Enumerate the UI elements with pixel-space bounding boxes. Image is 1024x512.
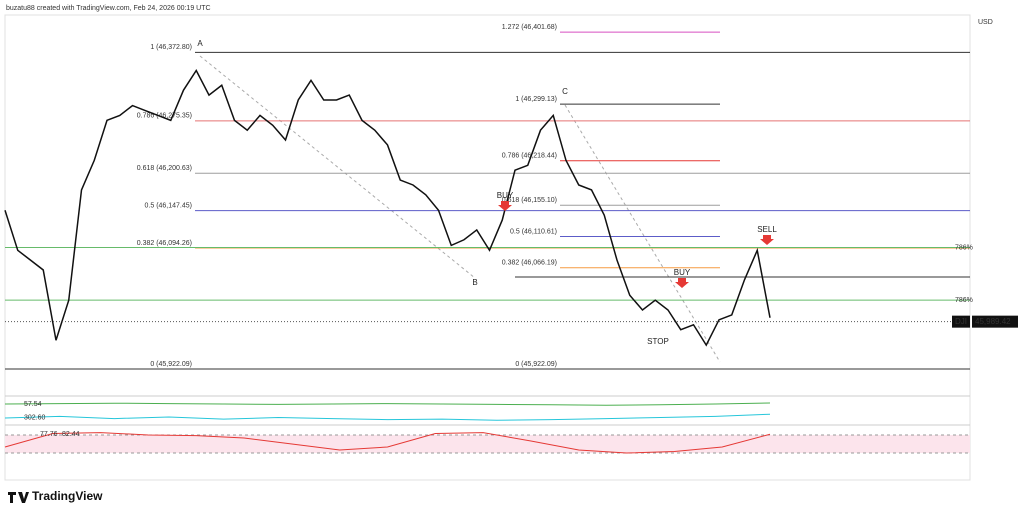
fib-label: 1 (46,372.80) — [150, 44, 192, 51]
signal-arrow — [498, 201, 512, 211]
indicator-value: 302.60 — [24, 414, 46, 421]
fib-label: 0 (45,922.09) — [515, 361, 557, 368]
annotation: BUY — [497, 191, 514, 200]
fib-label: 1.272 (46,401.68) — [502, 24, 557, 31]
fib-label: 0.382 (46,066.19) — [502, 260, 557, 267]
indicator-value: 82.44 — [62, 431, 80, 438]
fib-label: 0.618 (46,200.63) — [137, 165, 192, 172]
symbol: DJI — [955, 317, 967, 326]
currency: USD — [978, 19, 993, 26]
fib-label: 0.382 (46,094.26) — [137, 240, 192, 247]
price-line — [4, 68, 771, 347]
annotation: BUY — [674, 268, 691, 277]
symbol-box — [952, 315, 970, 328]
fib-label: 0 (45,922.09) — [150, 361, 192, 368]
wave-line — [564, 104, 721, 363]
annotation: A — [197, 39, 203, 48]
indicator-line — [4, 402, 771, 406]
logo-icon — [8, 492, 29, 503]
indicator-line — [4, 432, 771, 454]
signal-arrow — [760, 235, 774, 245]
stoch-band — [5, 435, 970, 453]
line-label: 786% — [955, 244, 973, 251]
indicator-value: 57.54 — [24, 401, 42, 408]
signal-arrow — [675, 278, 689, 288]
fib-label: 0.786 (46,218.44) — [502, 153, 557, 160]
wave-line — [199, 55, 476, 279]
fib-label: 0.786 (46,275.35) — [137, 113, 192, 120]
annotation: SELL — [757, 225, 777, 234]
annotation: B — [472, 278, 477, 287]
header: buzatu88 created with TradingView.com, F… — [6, 5, 211, 12]
line-label: 786% — [955, 297, 973, 304]
indicator-line — [4, 413, 771, 421]
price-label: 45,989.42 — [975, 317, 1011, 326]
fib-label: 0.5 (46,110.61) — [510, 228, 557, 235]
footer-logo: TradingView — [32, 489, 103, 503]
fib-label: 0.5 (46,147.45) — [145, 202, 192, 209]
fib-label: 1 (46,299.13) — [515, 96, 557, 103]
indicator-value: 77.76 — [40, 431, 58, 438]
price-box — [972, 315, 1018, 328]
annotation: C — [562, 87, 568, 96]
annotation: STOP — [647, 337, 669, 346]
fib-label: 0.618 (46,155.10) — [502, 197, 557, 204]
